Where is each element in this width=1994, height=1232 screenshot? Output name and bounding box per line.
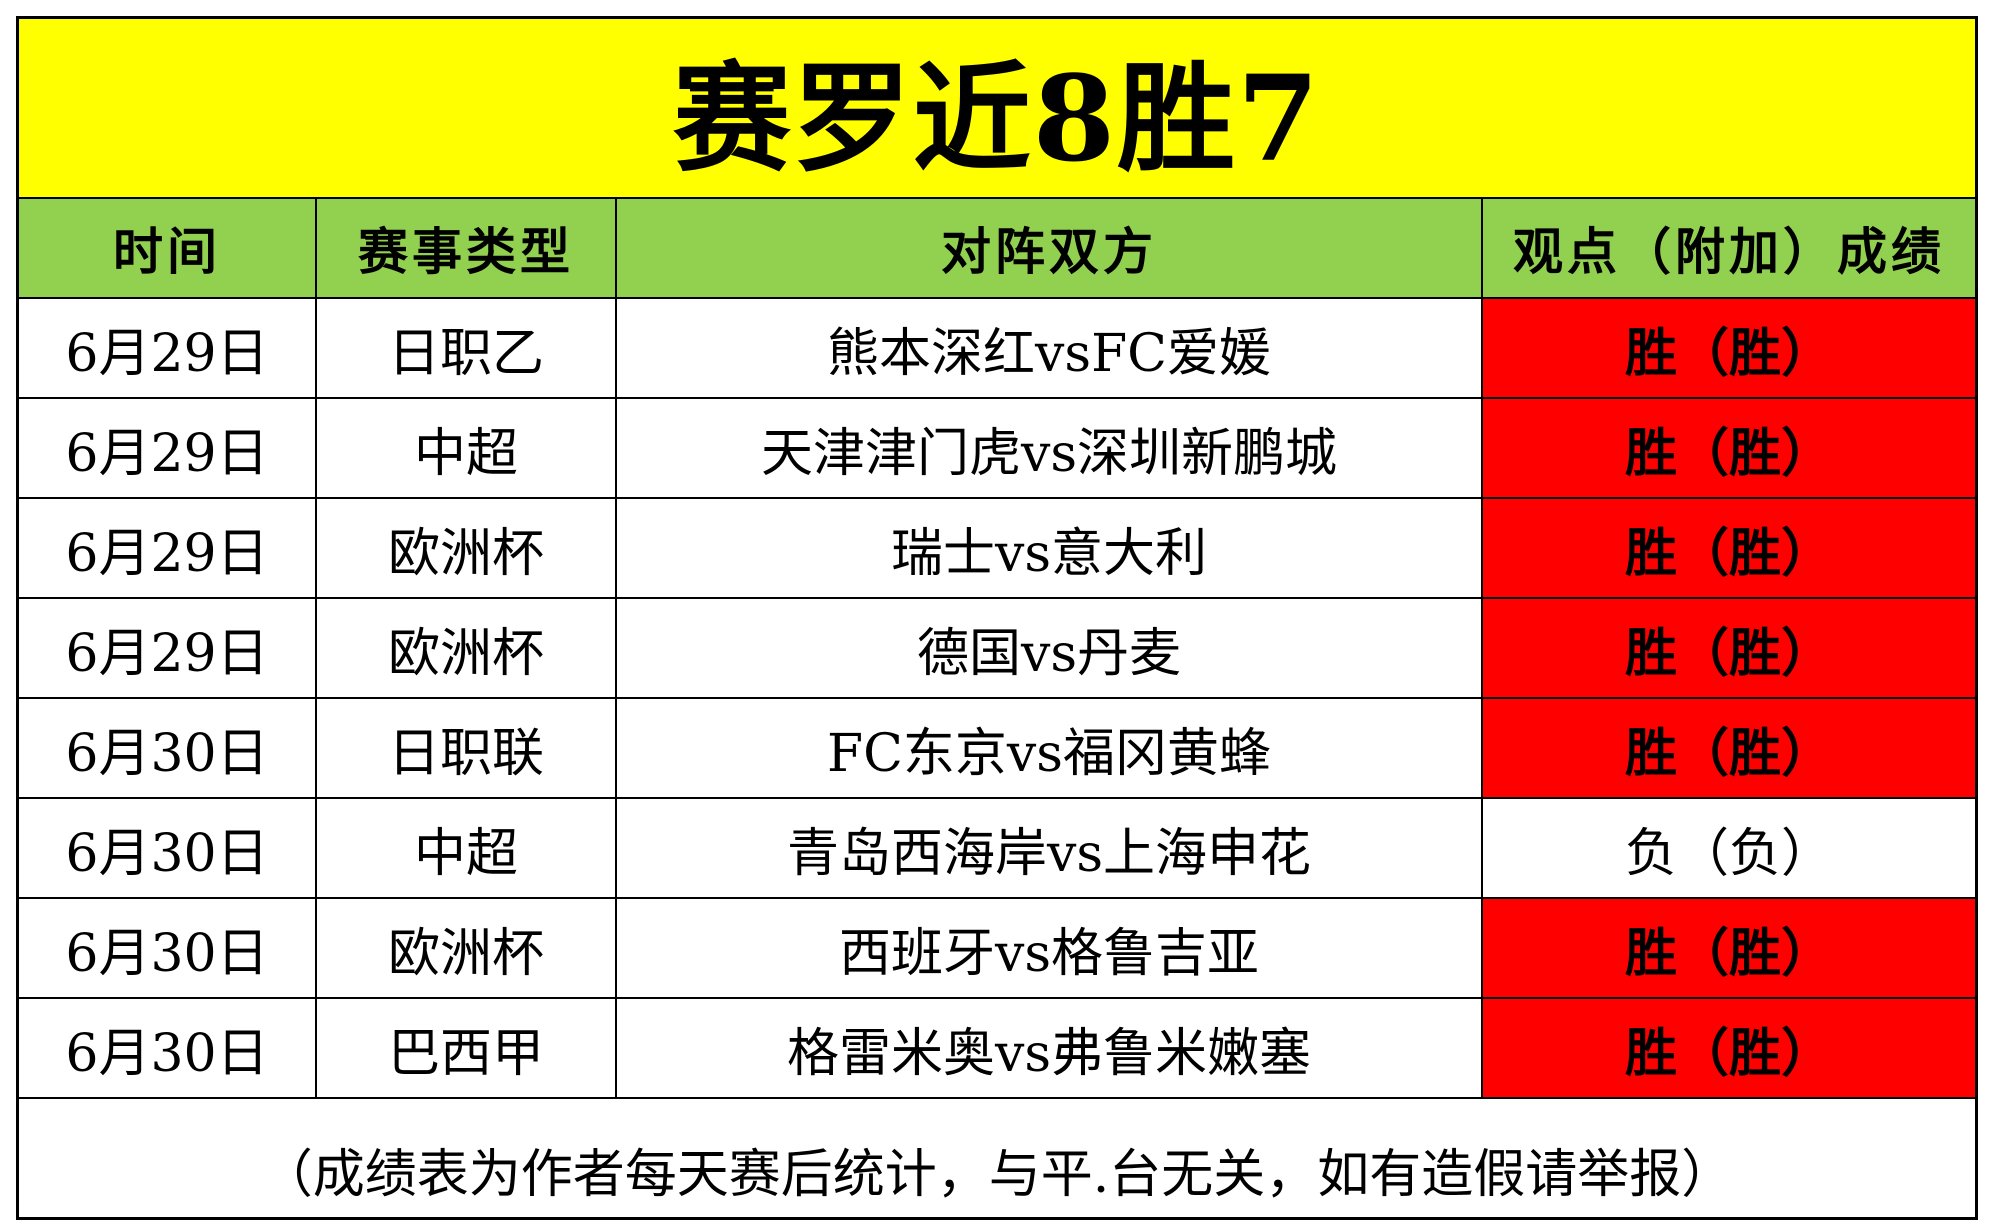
footer-note: （成绩表为作者每天赛后统计，与平.台无关，如有造假请举报）	[260, 1144, 1734, 1205]
cell-date: 6月30日	[19, 797, 317, 899]
cell-league: 欧洲杯	[315, 597, 617, 699]
cell-league: 欧洲杯	[315, 897, 617, 999]
cell-match: 德国vs丹麦	[615, 597, 1483, 699]
cell-league: 日职联	[315, 697, 617, 799]
table-row: 6月30日 欧洲杯 西班牙vs格鲁吉亚 胜（胜）	[19, 897, 1975, 999]
cell-match: 青岛西海岸vs上海申花	[615, 797, 1483, 899]
cell-match: 天津津门虎vs深圳新鹏城	[615, 397, 1483, 499]
cell-result: 胜（胜）	[1481, 597, 1975, 699]
cell-league: 日职乙	[315, 297, 617, 399]
cell-date: 6月30日	[19, 897, 317, 999]
cell-match: 瑞士vs意大利	[615, 497, 1483, 599]
header-result: 观点（附加）成绩	[1481, 199, 1975, 299]
sheet-title: 赛罗近8胜7	[19, 19, 1975, 199]
table-row: 6月30日 日职联 FC东京vs福冈黄蜂 胜（胜）	[19, 697, 1975, 799]
results-sheet: 赛罗近8胜7 时间 赛事类型 对阵双方 观点（附加）成绩 6月29日 日职乙 熊…	[16, 16, 1978, 1220]
cell-result: 胜（胜）	[1481, 497, 1975, 599]
cell-result: 胜（胜）	[1481, 397, 1975, 499]
cell-date: 6月29日	[19, 497, 317, 599]
cell-date: 6月30日	[19, 997, 317, 1099]
cell-league: 中超	[315, 797, 617, 899]
header-time: 时间	[19, 199, 317, 299]
cell-match: 西班牙vs格鲁吉亚	[615, 897, 1483, 999]
table-row: 6月29日 欧洲杯 德国vs丹麦 胜（胜）	[19, 597, 1975, 699]
cell-date: 6月29日	[19, 397, 317, 499]
cell-result: 胜（胜）	[1481, 897, 1975, 999]
cell-match: FC东京vs福冈黄蜂	[615, 697, 1483, 799]
header-league: 赛事类型	[315, 199, 617, 299]
cell-result: 胜（胜）	[1481, 997, 1975, 1099]
table-row: 6月30日 巴西甲 格雷米奥vs弗鲁米嫩塞 胜（胜）	[19, 997, 1975, 1099]
cell-league: 巴西甲	[315, 997, 617, 1099]
header-row: 时间 赛事类型 对阵双方 观点（附加）成绩	[19, 199, 1975, 299]
cell-result: 胜（胜）	[1481, 297, 1975, 399]
cell-league: 中超	[315, 397, 617, 499]
table-row: 6月29日 欧洲杯 瑞士vs意大利 胜（胜）	[19, 497, 1975, 599]
table-row: 6月30日 中超 青岛西海岸vs上海申花 负（负）	[19, 797, 1975, 899]
cell-league: 欧洲杯	[315, 497, 617, 599]
cell-date: 6月29日	[19, 297, 317, 399]
cell-date: 6月29日	[19, 597, 317, 699]
table-row: 6月29日 中超 天津津门虎vs深圳新鹏城 胜（胜）	[19, 397, 1975, 499]
results-table: 时间 赛事类型 对阵双方 观点（附加）成绩 6月29日 日职乙 熊本深红vsFC…	[19, 199, 1975, 1099]
cell-match: 格雷米奥vs弗鲁米嫩塞	[615, 997, 1483, 1099]
cell-date: 6月30日	[19, 697, 317, 799]
table-row: 6月29日 日职乙 熊本深红vsFC爱媛 胜（胜）	[19, 297, 1975, 399]
header-match: 对阵双方	[615, 199, 1483, 299]
cell-result: 负（负）	[1481, 797, 1975, 899]
cell-result: 胜（胜）	[1481, 697, 1975, 799]
cell-match: 熊本深红vsFC爱媛	[615, 297, 1483, 399]
